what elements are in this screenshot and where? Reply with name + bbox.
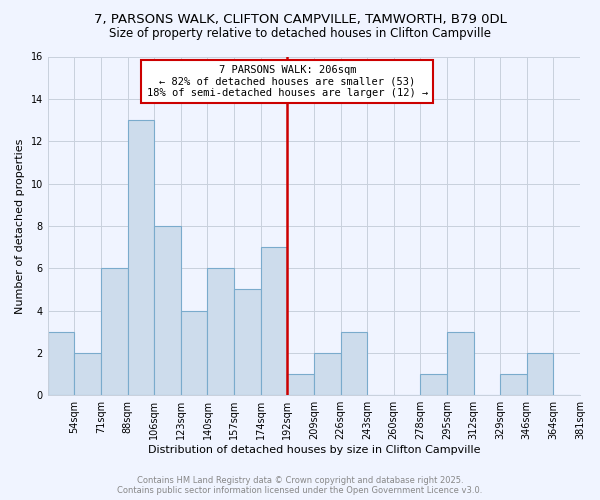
Bar (208, 268, 234, 395)
Bar (48, 332, 74, 395)
Bar (181, 310, 208, 395)
Bar (447, 332, 473, 395)
Text: Size of property relative to detached houses in Clifton Campville: Size of property relative to detached ho… (109, 28, 491, 40)
Text: 7 PARSONS WALK: 206sqm
← 82% of detached houses are smaller (53)
18% of semi-det: 7 PARSONS WALK: 206sqm ← 82% of detached… (146, 65, 428, 98)
Bar (287, 374, 314, 395)
Bar (341, 332, 367, 395)
Bar (421, 374, 447, 395)
Text: Contains HM Land Registry data © Crown copyright and database right 2025.
Contai: Contains HM Land Registry data © Crown c… (118, 476, 482, 495)
Bar (101, 268, 128, 395)
Bar (260, 247, 287, 395)
Bar (500, 374, 527, 395)
Bar (154, 226, 181, 395)
Bar (234, 290, 260, 395)
Y-axis label: Number of detached properties: Number of detached properties (15, 138, 25, 314)
Bar (74, 353, 101, 395)
Bar (527, 353, 553, 395)
Text: 7, PARSONS WALK, CLIFTON CAMPVILLE, TAMWORTH, B79 0DL: 7, PARSONS WALK, CLIFTON CAMPVILLE, TAMW… (94, 12, 506, 26)
Bar (314, 353, 341, 395)
X-axis label: Distribution of detached houses by size in Clifton Campville: Distribution of detached houses by size … (148, 445, 480, 455)
Bar (128, 120, 154, 395)
